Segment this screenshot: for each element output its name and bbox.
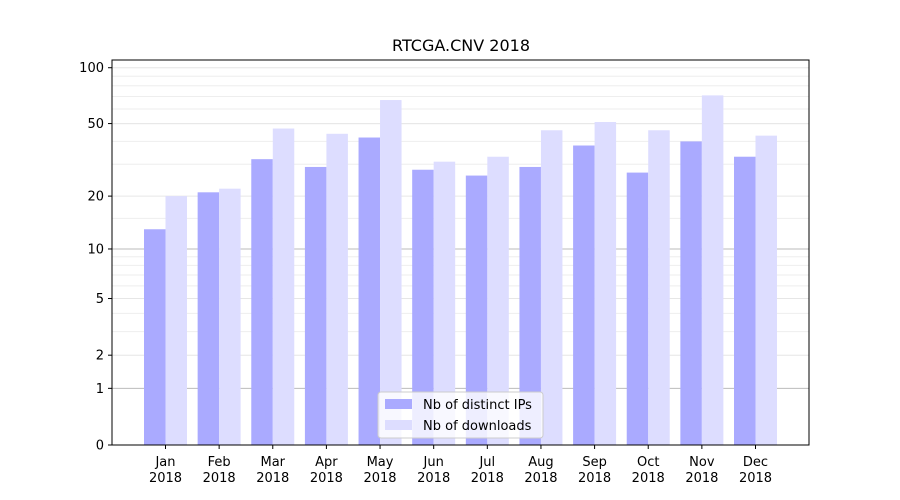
bar — [251, 159, 273, 445]
y-axis: 0 1 2 5 10 20 50 100 — [79, 61, 112, 454]
y-tick-label: 0 — [96, 439, 104, 454]
bar — [540, 130, 563, 445]
x-tick-label: May 2018 — [363, 455, 396, 486]
bar — [755, 135, 777, 445]
bar — [304, 166, 327, 445]
legend-box — [377, 391, 544, 439]
bar — [197, 192, 220, 445]
bars — [144, 95, 777, 446]
bar — [648, 130, 670, 445]
y-tick-label: 5 — [96, 292, 104, 307]
bar — [380, 100, 402, 446]
bar — [519, 166, 541, 445]
x-tick-label: Nov 2018 — [685, 455, 718, 486]
bar — [412, 169, 434, 445]
x-tick-label: Oct 2018 — [632, 455, 665, 486]
y-tick-label: 100 — [79, 61, 104, 76]
x-axis: Jan 2018 Feb 2018 Mar 2018 Apr 2018 May 2018 Jun 20… — [149, 445, 772, 486]
y-tick-label: 50 — [87, 117, 104, 132]
bar — [326, 133, 348, 445]
y-tick-label: 1 — [96, 382, 104, 397]
bar — [219, 188, 241, 445]
bar — [487, 156, 509, 446]
y-tick-label: 20 — [87, 190, 104, 205]
bar — [701, 95, 724, 445]
bar — [165, 196, 187, 445]
x-tick-label: Jun 2018 — [417, 455, 450, 486]
legend-label: Nb of distinct IPs — [423, 398, 532, 413]
x-tick-label: Jul 2018 — [471, 455, 504, 486]
x-tick-label: Dec 2018 — [739, 455, 772, 486]
x-tick-label: Jan 2018 — [149, 455, 182, 486]
x-tick-label: Feb 2018 — [203, 455, 236, 486]
x-tick-label: Sep 2018 — [578, 455, 611, 486]
bar — [734, 156, 756, 446]
y-tick-label: 2 — [96, 349, 104, 364]
plot-frame — [111, 59, 810, 446]
bar — [465, 175, 488, 445]
legend-label: Nb of downloads — [423, 419, 532, 434]
bar — [594, 121, 617, 445]
bar — [433, 161, 456, 445]
legend: Nb of distinct IPs Nb of downloads — [377, 391, 544, 439]
x-tick-label: Apr 2018 — [310, 455, 343, 486]
bar — [144, 229, 166, 445]
y-tick-label: 10 — [87, 242, 104, 257]
legend-swatch — [385, 420, 412, 430]
bar — [573, 145, 595, 445]
chart-title: RTCGA.CNV 2018 — [392, 36, 530, 55]
bar — [626, 172, 649, 445]
legend-swatch — [385, 399, 412, 409]
bar — [272, 128, 295, 445]
x-tick-label: Mar 2018 — [256, 455, 289, 486]
x-tick-label: Aug 2018 — [524, 455, 557, 486]
bar — [358, 137, 381, 446]
bar — [680, 141, 702, 446]
